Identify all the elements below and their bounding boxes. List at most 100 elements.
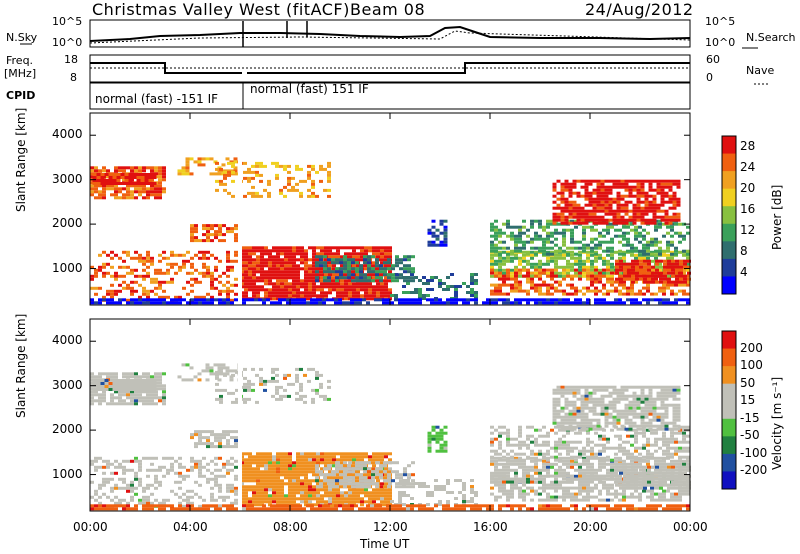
heatmap-cell — [284, 452, 288, 456]
heatmap-cell — [304, 476, 308, 480]
heatmap-cell — [588, 191, 593, 195]
heatmap-cell — [110, 477, 114, 481]
heatmap-cell — [668, 182, 673, 186]
heatmap-cell — [122, 402, 126, 406]
heatmap-cell — [138, 465, 142, 469]
heatmap-cell — [102, 390, 106, 394]
heatmap-cell — [96, 179, 101, 182]
heatmap-cell — [300, 267, 304, 271]
heatmap-cell — [142, 489, 146, 493]
heatmap-cell — [260, 261, 264, 265]
heatmap-cell — [494, 477, 498, 481]
heatmap-cell — [651, 271, 655, 275]
heatmap-cell — [122, 477, 126, 481]
heatmap-cell — [438, 301, 442, 305]
heatmap-cell — [439, 222, 444, 226]
heatmap-cell — [248, 246, 252, 250]
heatmap-cell — [387, 276, 391, 280]
heatmap-cell — [646, 231, 650, 235]
heatmap-cell — [312, 264, 316, 268]
heatmap-cell — [256, 491, 260, 495]
heatmap-cell — [634, 462, 638, 466]
heatmap-cell — [295, 182, 299, 186]
heatmap-cell — [248, 270, 252, 274]
heatmap-cell — [686, 274, 690, 278]
heatmap-cell — [311, 185, 315, 189]
heatmap-cell — [218, 474, 222, 478]
heatmap-cell — [518, 249, 522, 253]
heatmap-cell — [655, 259, 659, 263]
heatmap-cell — [90, 462, 94, 466]
heatmap-cell — [300, 252, 304, 256]
heatmap-cell — [264, 282, 268, 286]
heatmap-cell — [542, 243, 546, 247]
heatmap-cell — [303, 394, 307, 398]
heatmap-cell — [223, 373, 227, 377]
heatmap-cell — [630, 298, 634, 302]
heatmap-cell — [251, 382, 255, 386]
heatmap-cell — [642, 292, 646, 296]
heatmap-cell — [434, 488, 438, 491]
heatmap-cell — [162, 396, 166, 400]
heatmap-cell — [638, 225, 642, 229]
heatmap-cell — [154, 393, 158, 397]
heatmap-cell — [256, 276, 260, 280]
heatmap-cell — [150, 483, 154, 487]
heatmap-cell — [222, 462, 226, 466]
heatmap-cell — [198, 298, 202, 302]
heatmap-cell — [356, 282, 360, 286]
heatmap-cell — [402, 298, 406, 302]
heatmap-cell — [562, 301, 566, 305]
heatmap-cell — [130, 489, 134, 493]
heatmap-cell — [284, 270, 288, 274]
heatmap-cell — [233, 166, 238, 170]
heatmap-cell — [514, 456, 518, 460]
heatmap-cell — [632, 221, 637, 225]
heatmap-cell — [120, 382, 125, 385]
heatmap-cell — [312, 467, 316, 471]
heatmap-cell — [332, 282, 336, 286]
heatmap-cell — [118, 465, 122, 469]
heatmap-cell — [530, 240, 534, 244]
heatmap-cell — [399, 267, 403, 271]
heatmap-cell — [174, 253, 178, 257]
heatmap-cell — [319, 382, 323, 386]
heatmap-cell — [359, 270, 363, 274]
heatmap-cell — [359, 273, 363, 277]
heatmap-cell — [612, 179, 617, 183]
heatmap-cell — [284, 279, 288, 283]
heatmap-cell — [230, 430, 234, 434]
heatmap-cell — [474, 291, 478, 294]
heatmap-cell — [194, 224, 198, 228]
heatmap-cell — [102, 187, 106, 191]
heatmap-cell — [380, 455, 384, 459]
heatmap-cell — [640, 188, 645, 192]
heatmap-cell — [134, 390, 138, 394]
heatmap-cell — [395, 473, 399, 477]
heatmap-cell — [336, 482, 340, 486]
heatmap-cell — [384, 258, 388, 262]
heatmap-cell — [268, 470, 272, 474]
heatmap-cell — [138, 298, 142, 302]
heatmap-cell — [588, 209, 593, 213]
heatmap-cell — [638, 234, 642, 238]
heatmap-cell — [271, 367, 275, 371]
heatmap-cell — [332, 267, 336, 271]
heatmap-cell — [284, 294, 288, 298]
heatmap-cell — [324, 291, 328, 295]
heatmap-cell — [279, 191, 283, 195]
heatmap-cell — [304, 291, 308, 295]
heatmap-cell — [462, 301, 466, 305]
heatmap-cell — [642, 252, 646, 256]
heatmap-cell — [490, 265, 494, 269]
heatmap-cell — [470, 273, 474, 276]
heatmap-cell — [360, 452, 364, 456]
heatmap-cell — [347, 267, 351, 271]
heatmap-cell — [542, 465, 546, 469]
heatmap-cell — [522, 477, 526, 481]
heatmap-cell — [284, 249, 288, 253]
heatmap-cell — [154, 184, 158, 188]
heatmap-cell — [288, 491, 292, 495]
heatmap-cell — [247, 179, 251, 183]
heatmap-cell — [283, 373, 287, 377]
